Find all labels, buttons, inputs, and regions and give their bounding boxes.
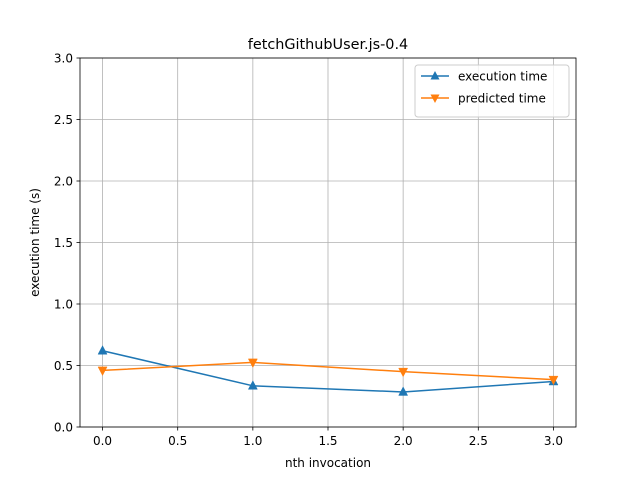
predicted-time-point: [97, 366, 108, 376]
y-tick-label: 2.0: [54, 174, 73, 188]
predicted-time-line: [102, 361, 554, 381]
predicted-time-series: [97, 358, 559, 386]
axis-ticks: 0.0 0.5 1.0 1.5 2.0 2.5 3.0 0.0 0.5 1.0 1.5 2.0 2.5 3…: [54, 51, 563, 448]
legend-marker-predicted-time: [430, 94, 440, 103]
x-tick-label: 2.0: [394, 434, 413, 448]
data-series: [97, 345, 559, 396]
x-tick-label: 1.5: [318, 434, 337, 448]
chart-title: fetchGithubUser.js-0.4: [248, 37, 408, 53]
y-tick-label: 2.5: [54, 113, 73, 127]
x-tick-label: 1.0: [243, 434, 262, 448]
legend: execution time predicted time: [414, 64, 570, 118]
predicted-time-point: [398, 367, 409, 378]
x-tick-label: 3.0: [544, 434, 563, 448]
legend-label: predicted time: [458, 91, 546, 105]
y-tick-label: 1.5: [54, 236, 73, 250]
x-tick-label: 2.5: [469, 434, 488, 448]
x-axis-label: nth invocation: [285, 456, 371, 470]
legend-marker-execution-time: [430, 71, 440, 80]
y-axis-label: execution time (s): [28, 188, 42, 297]
execution-time-point: [247, 380, 258, 390]
legend-box: [414, 64, 570, 118]
execution-time-line: [102, 350, 554, 393]
y-tick-label: 1.0: [54, 297, 73, 311]
x-tick-label: 0.5: [168, 434, 187, 448]
execution-time-point: [398, 386, 409, 396]
predicted-time-point: [548, 375, 559, 386]
predicted-time-point: [247, 358, 258, 368]
y-tick-label: 0.0: [54, 420, 73, 434]
execution-time-point: [97, 345, 108, 355]
y-tick-label: 0.5: [54, 359, 73, 373]
x-tick-label: 0.0: [93, 434, 112, 448]
legend-label: execution time: [458, 69, 547, 83]
y-tick-label: 3.0: [54, 51, 73, 65]
